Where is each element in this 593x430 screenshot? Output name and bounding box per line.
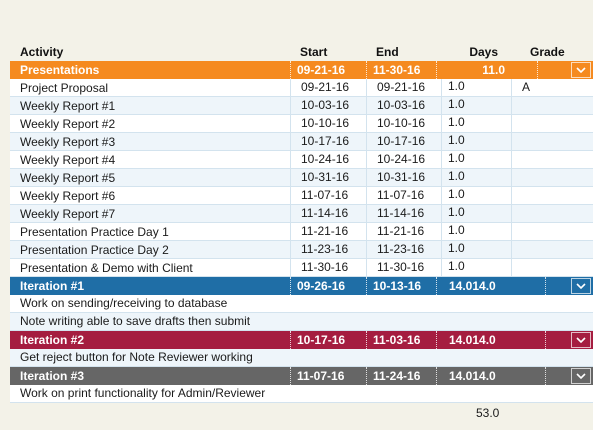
table-row[interactable]: Weekly Report #1 10-03-16 10-03-16 1.0	[10, 97, 593, 115]
table-row[interactable]: Weekly Report #7 11-14-16 11-14-16 1.0	[10, 205, 593, 223]
group-end: 10-13-16	[366, 277, 436, 295]
group-name: Iteration #1	[20, 279, 85, 293]
list-item[interactable]: Note writing able to save drafts then su…	[10, 313, 593, 331]
table-row[interactable]: Presentation & Demo with Client 11-30-16…	[10, 259, 593, 277]
group-end: 11-30-16	[366, 61, 436, 79]
header-grade[interactable]: Grade	[530, 45, 565, 59]
group-start: 09-26-16	[290, 277, 366, 295]
group-iteration-2[interactable]: Iteration #2 10-17-16 11-03-16 14.014.0	[10, 331, 593, 349]
table-row[interactable]: Weekly Report #2 10-10-16 10-10-16 1.0	[10, 115, 593, 133]
header-start[interactable]: Start	[300, 45, 328, 59]
group-name: Presentations	[20, 63, 100, 77]
chevron-down-icon[interactable]	[571, 368, 591, 384]
group-iteration-1[interactable]: Iteration #1 09-26-16 10-13-16 14.014.0	[10, 277, 593, 295]
group-days: 14.014.0	[436, 367, 546, 385]
group-days: 11.0	[436, 61, 538, 79]
table-row[interactable]: Weekly Report #6 11-07-16 11-07-16 1.0	[10, 187, 593, 205]
header-activity[interactable]: Activity	[20, 45, 64, 59]
table-row[interactable]: Weekly Report #5 10-31-16 10-31-16 1.0	[10, 169, 593, 187]
group-days: 14.014.0	[436, 277, 546, 295]
table-header: Activity Start End Days Grade	[10, 43, 593, 61]
group-start: 10-17-16	[290, 331, 366, 349]
group-name: Iteration #3	[20, 369, 85, 383]
table-row[interactable]: Weekly Report #3 10-17-16 10-17-16 1.0	[10, 133, 593, 151]
table-row[interactable]: Presentation Practice Day 2 11-23-16 11-…	[10, 241, 593, 259]
group-start: 11-07-16	[290, 367, 366, 385]
chevron-down-icon[interactable]	[571, 332, 591, 348]
total-row: 53.0	[10, 403, 593, 421]
total-days: 53.0	[476, 406, 500, 420]
group-days: 14.014.0	[436, 331, 546, 349]
group-end: 11-03-16	[366, 331, 436, 349]
list-item[interactable]: Work on print functionality for Admin/Re…	[10, 385, 593, 403]
list-item[interactable]: Get reject button for Note Reviewer work…	[10, 349, 593, 367]
list-item[interactable]: Work on sending/receiving to database	[10, 295, 593, 313]
chevron-down-icon[interactable]	[571, 62, 591, 78]
group-presentations[interactable]: Presentations 09-21-16 11-30-16 11.0	[10, 61, 593, 79]
group-name: Iteration #2	[20, 333, 85, 347]
table-row[interactable]: Weekly Report #4 10-24-16 10-24-16 1.0	[10, 151, 593, 169]
chevron-down-icon[interactable]	[571, 278, 591, 294]
group-start: 09-21-16	[290, 61, 366, 79]
header-days[interactable]: Days	[469, 45, 498, 59]
table-row[interactable]: Presentation Practice Day 1 11-21-16 11-…	[10, 223, 593, 241]
schedule-table: Activity Start End Days Grade Presentati…	[10, 43, 593, 421]
group-end: 11-24-16	[366, 367, 436, 385]
table-row[interactable]: Project Proposal 09-21-16 09-21-16 1.0 A	[10, 79, 593, 97]
group-iteration-3[interactable]: Iteration #3 11-07-16 11-24-16 14.014.0	[10, 367, 593, 385]
header-end[interactable]: End	[376, 45, 399, 59]
